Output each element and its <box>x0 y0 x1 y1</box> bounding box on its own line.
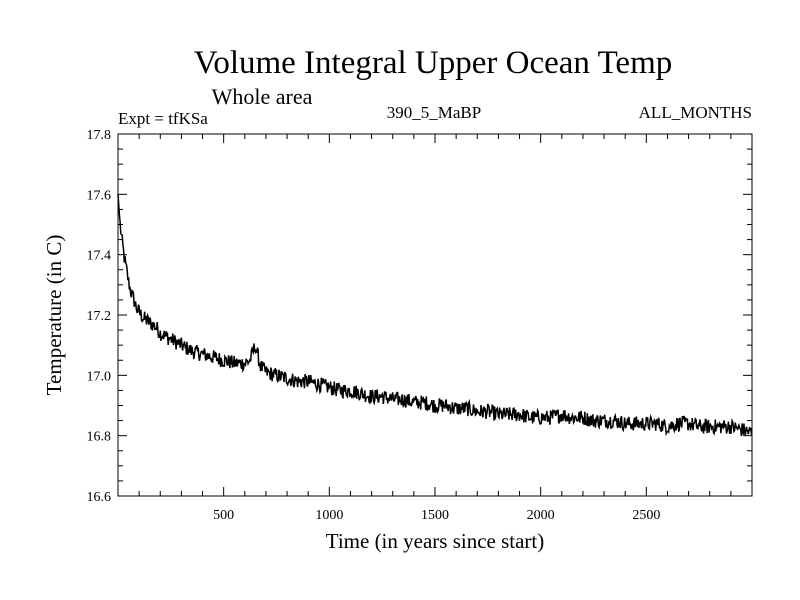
y-axis-label: Temperature (in C) <box>42 235 66 396</box>
x-axis: 500 1000 1500 2000 2500 <box>213 134 660 523</box>
y-tick-label: 17.4 <box>87 249 112 264</box>
y-tick-label: 17.0 <box>87 369 112 384</box>
expt-label: Expt = tfKSa <box>118 109 208 128</box>
x-axis-label: Time (in years since start) <box>326 529 545 553</box>
y-tick-label: 17.6 <box>87 188 112 203</box>
minor-ticks <box>118 134 752 496</box>
plot-frame <box>117 133 753 497</box>
x-tick-label: 1500 <box>421 508 449 523</box>
x-tick-label: 500 <box>213 508 234 523</box>
y-tick-label: 16.6 <box>87 490 112 505</box>
x-tick-label: 2500 <box>632 508 660 523</box>
x-tick-label: 1000 <box>315 508 343 523</box>
temperature-series-line <box>117 194 753 437</box>
x-tick-label: 2000 <box>527 508 555 523</box>
y-tick-label: 17.2 <box>87 309 112 324</box>
months-label: ALL_MONTHS <box>639 103 752 122</box>
run-label: 390_5_MaBP <box>387 103 481 122</box>
y-axis: 16.6 16.8 17.0 17.2 17.4 17.6 17.8 <box>87 128 752 505</box>
y-tick-label: 16.8 <box>87 430 112 445</box>
chart-subtitle: Whole area <box>212 84 313 109</box>
chart-title: Volume Integral Upper Ocean Temp <box>194 45 672 81</box>
y-tick-label: 17.8 <box>87 128 112 143</box>
